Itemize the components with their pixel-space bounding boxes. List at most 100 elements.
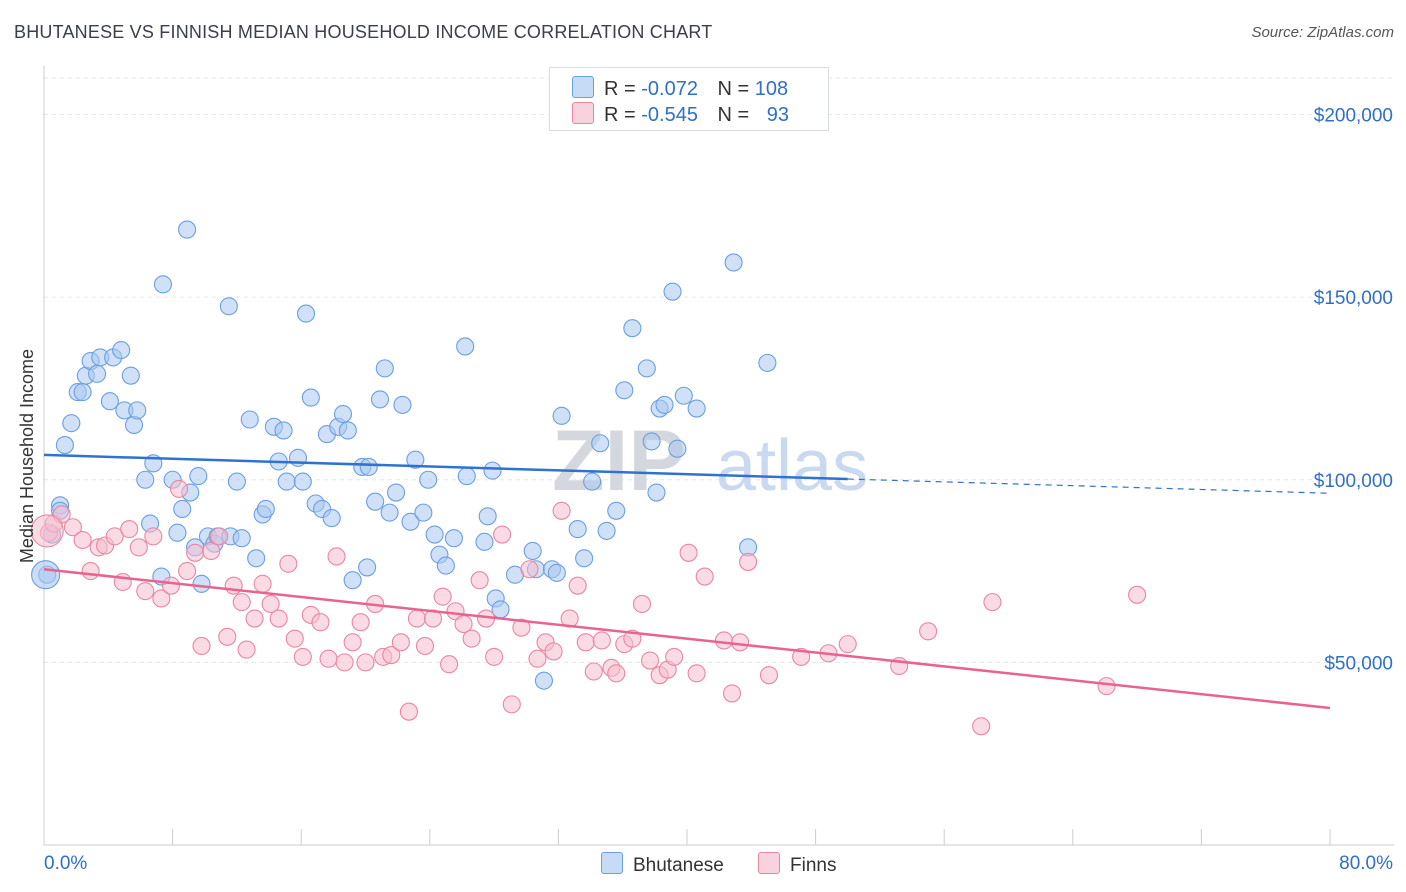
data-point	[124, 415, 144, 435]
data-point	[512, 618, 531, 637]
data-point	[386, 483, 406, 502]
data-points	[30, 220, 1147, 736]
axis-labels: $50,000 $100,000 $150,000 $200,000 0.0% 80.0%…	[17, 106, 1393, 874]
data-point	[232, 593, 251, 612]
data-point	[219, 297, 238, 316]
data-point	[120, 520, 139, 539]
data-point	[129, 538, 148, 557]
watermark: ZIP atlas	[552, 413, 868, 509]
data-point	[640, 651, 660, 670]
data-point	[359, 457, 378, 477]
legend-swatch-blue	[601, 852, 623, 874]
data-point	[457, 467, 476, 486]
data-point	[253, 574, 272, 593]
data-point	[478, 507, 497, 526]
r-value: -0.072	[641, 78, 698, 100]
data-point	[232, 529, 251, 548]
data-point	[436, 556, 455, 575]
data-point	[81, 562, 100, 581]
data-point	[87, 364, 107, 383]
data-point	[642, 432, 661, 451]
gridlines	[44, 77, 1394, 663]
data-point	[391, 633, 410, 652]
data-point	[547, 563, 566, 582]
data-point	[218, 627, 237, 646]
data-point	[493, 525, 512, 544]
n-value: 108	[754, 78, 789, 100]
data-point	[247, 549, 266, 568]
data-point	[502, 695, 521, 714]
data-point	[144, 527, 163, 546]
data-point	[356, 653, 375, 672]
data-point	[178, 562, 197, 581]
data-point	[62, 414, 81, 433]
data-point	[382, 646, 401, 665]
data-point	[1128, 585, 1147, 604]
data-point	[456, 337, 475, 356]
data-point	[637, 359, 656, 378]
trend-line-bhutanese-extension	[847, 478, 1331, 494]
trend-line-finns	[43, 568, 1331, 710]
data-point	[343, 633, 362, 652]
data-point	[919, 622, 938, 641]
data-point	[128, 401, 147, 420]
data-point	[591, 434, 610, 453]
watermark-zip: ZIP	[552, 413, 686, 509]
data-point	[338, 421, 357, 440]
data-point	[425, 525, 444, 544]
legend-row-finns: R = -0.545 N = 93	[572, 102, 789, 126]
data-point	[407, 609, 426, 628]
data-point	[583, 472, 602, 491]
series-finns	[39, 479, 1147, 736]
data-point	[237, 640, 256, 659]
legend-swatch-pink	[758, 852, 780, 874]
data-point	[152, 589, 171, 608]
data-point	[296, 304, 316, 323]
data-point	[73, 530, 92, 550]
y-tick-label: $200,000	[1314, 106, 1393, 127]
data-point	[655, 395, 674, 414]
data-point	[544, 642, 563, 661]
correlation-legend: R = -0.072 N = 108 R = -0.545 N = 93	[549, 67, 829, 131]
data-point	[623, 319, 642, 338]
data-point	[240, 410, 259, 429]
data-point	[568, 576, 587, 595]
data-point	[433, 587, 452, 606]
data-point	[687, 664, 706, 683]
data-point	[136, 582, 155, 601]
n-label: N =	[717, 78, 750, 100]
data-point	[674, 386, 693, 405]
data-point	[592, 631, 611, 650]
data-point	[687, 399, 706, 418]
legend-label: Finns	[790, 855, 837, 876]
data-point	[366, 492, 385, 511]
source-label: Source: ZipAtlas.com	[1251, 24, 1394, 41]
data-point	[192, 574, 211, 593]
data-point	[483, 461, 502, 480]
y-tick-label: $100,000	[1314, 471, 1393, 492]
legend-swatch-pink	[572, 102, 594, 124]
data-point	[446, 602, 465, 621]
data-point	[647, 483, 666, 502]
legend-item-finns: Finns	[758, 852, 836, 877]
data-point	[462, 629, 481, 648]
data-point	[1097, 677, 1116, 696]
data-point	[178, 220, 197, 239]
data-point	[406, 450, 425, 469]
data-point	[293, 472, 312, 491]
r-value: -0.545	[641, 104, 698, 126]
data-point	[470, 571, 489, 590]
data-point	[311, 613, 330, 632]
data-point	[63, 518, 82, 537]
data-point	[189, 467, 208, 486]
data-point	[105, 527, 124, 546]
data-point	[333, 404, 353, 424]
data-point	[227, 472, 246, 491]
data-point	[520, 560, 539, 579]
data-point	[552, 501, 571, 520]
data-point	[335, 653, 354, 672]
n-value: 93	[766, 104, 790, 126]
data-point	[343, 571, 362, 590]
data-point	[534, 671, 553, 690]
data-point	[679, 543, 698, 562]
